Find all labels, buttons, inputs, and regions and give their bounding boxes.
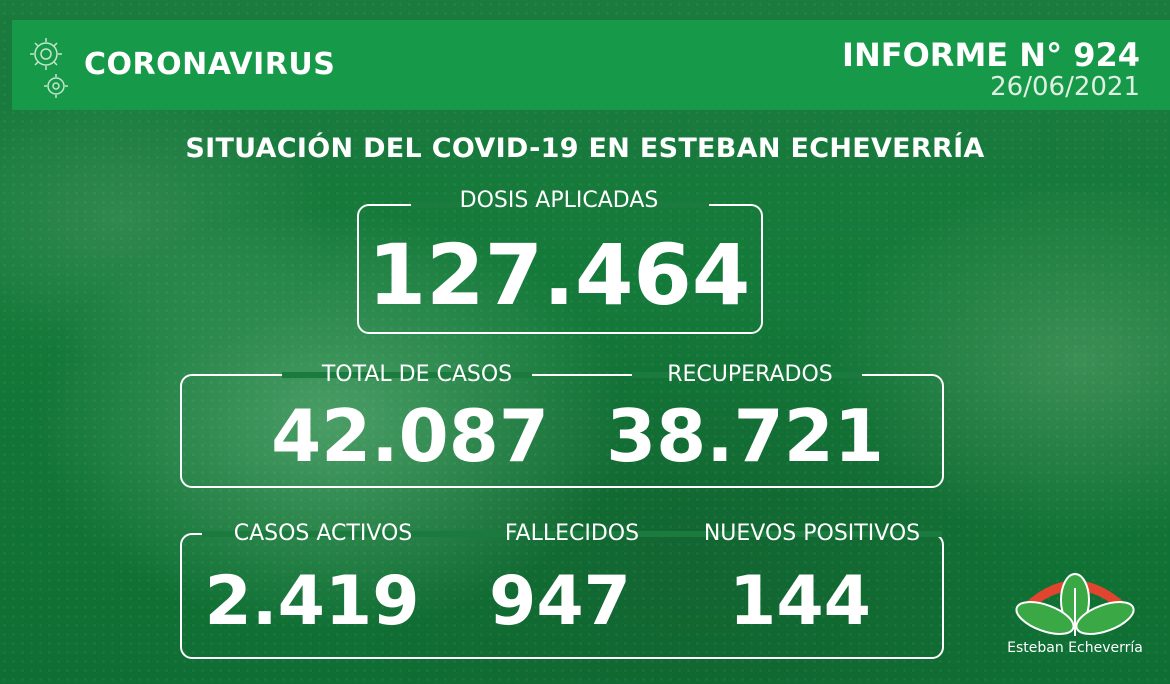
activos-box bbox=[180, 531, 944, 659]
fallecidos-label: FALLECIDOS bbox=[504, 521, 640, 546]
virus-icon bbox=[30, 38, 68, 98]
dosis-value: 127.464 bbox=[367, 226, 751, 324]
total-casos-label: TOTAL DE CASOS bbox=[321, 362, 513, 387]
report-title: INFORME N° 924 bbox=[842, 36, 1140, 74]
nuevos-positivos-value: 144 bbox=[729, 562, 871, 641]
report-date: 26/06/2021 bbox=[990, 72, 1140, 102]
casos-activos-value: 2.419 bbox=[204, 562, 420, 641]
page-title: SITUACIÓN DEL COVID-19 EN ESTEBAN ECHEVE… bbox=[185, 133, 985, 164]
label-gap bbox=[202, 531, 942, 537]
casos-activos-label: CASOS ACTIVOS bbox=[233, 521, 413, 546]
label-gap bbox=[411, 202, 709, 208]
label-gap bbox=[632, 372, 862, 378]
total-casos-value: 42.087 bbox=[271, 394, 549, 478]
fallecidos-value: 947 bbox=[489, 562, 631, 641]
dosis-label: DOSIS APLICADAS bbox=[459, 188, 659, 213]
casos-box bbox=[180, 372, 944, 488]
recuperados-value: 38.721 bbox=[606, 394, 884, 478]
municipal-leaf-logo bbox=[1015, 573, 1135, 636]
logo-text: Esteban Echeverría bbox=[1007, 640, 1143, 656]
recuperados-label: RECUPERADOS bbox=[667, 362, 833, 387]
nuevos-positivos-label: NUEVOS POSITIVOS bbox=[703, 521, 921, 546]
dosis-box bbox=[357, 202, 763, 334]
label-gap bbox=[282, 372, 532, 378]
brand-title: CORONAVIRUS bbox=[84, 47, 336, 82]
header-bar bbox=[12, 20, 1170, 110]
